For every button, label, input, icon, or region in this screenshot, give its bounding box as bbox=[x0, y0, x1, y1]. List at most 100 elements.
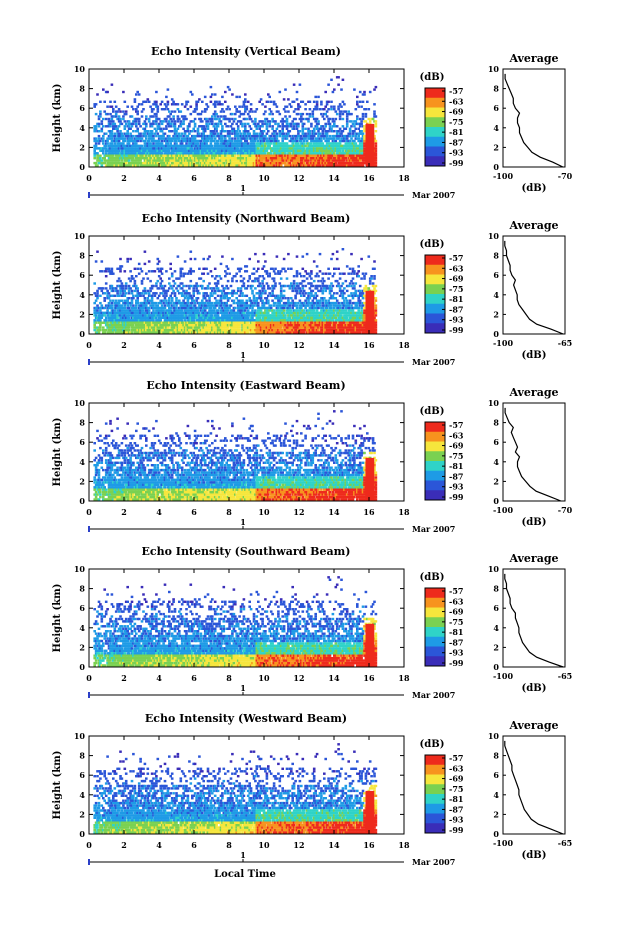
heatmap-cell bbox=[313, 130, 316, 132]
heatmap-cell bbox=[201, 110, 204, 112]
heatmap-cell bbox=[188, 287, 191, 289]
heatmap-cell bbox=[360, 123, 363, 125]
heatmap-cell bbox=[231, 280, 234, 282]
heatmap-cell bbox=[151, 133, 154, 135]
heatmap-cell bbox=[131, 300, 134, 302]
heatmap-cell bbox=[95, 300, 98, 302]
heatmap-cells bbox=[93, 76, 377, 167]
heatmap-cell bbox=[360, 120, 363, 122]
heatmap-cell bbox=[147, 130, 150, 132]
heatmap-cell bbox=[220, 297, 223, 299]
heatmap-cell bbox=[221, 96, 224, 98]
heatmap-cell bbox=[312, 115, 315, 117]
heatmap-cell bbox=[151, 295, 154, 297]
heatmap-cell bbox=[313, 135, 316, 137]
heatmap-cell bbox=[129, 270, 132, 272]
heatmap-cell bbox=[93, 150, 96, 152]
heatmap-cell bbox=[154, 133, 157, 135]
heatmap-cell bbox=[339, 142, 342, 144]
heatmap-cell bbox=[202, 273, 205, 275]
heatmap-cell bbox=[148, 120, 151, 122]
heatmap-cell bbox=[299, 106, 302, 108]
heatmap-cell bbox=[240, 120, 243, 122]
profile-frame bbox=[503, 69, 565, 167]
heatmap-cell bbox=[131, 115, 134, 117]
heatmap-cell bbox=[254, 140, 257, 142]
heatmap-cell bbox=[302, 101, 305, 103]
heatmap-cell bbox=[256, 157, 259, 159]
heatmap-cell bbox=[244, 93, 247, 95]
heatmap-cell bbox=[182, 128, 185, 130]
heatmap-cell bbox=[102, 88, 105, 90]
heatmap-cell bbox=[103, 307, 106, 309]
heatmap-cell bbox=[197, 128, 200, 130]
heatmap-cell bbox=[360, 106, 363, 108]
heatmap-cell bbox=[165, 106, 168, 108]
heatmap-cell bbox=[279, 113, 282, 115]
heatmap-cell bbox=[102, 287, 105, 289]
heatmap-cell bbox=[342, 150, 345, 152]
heatmap-cell bbox=[194, 125, 197, 127]
heatmap-cell bbox=[336, 125, 339, 127]
heatmap-cell bbox=[231, 113, 234, 115]
heatmap-cell bbox=[99, 295, 102, 297]
heatmap-cell bbox=[111, 106, 114, 108]
heatmap-cell bbox=[181, 133, 184, 135]
heatmap-cell bbox=[114, 142, 117, 144]
heatmap-cell bbox=[221, 137, 224, 139]
heatmap-cell bbox=[178, 118, 181, 120]
heatmap-cell bbox=[182, 290, 185, 292]
heatmap-cell bbox=[119, 280, 122, 282]
heatmap-cell bbox=[279, 130, 282, 132]
heatmap-cell bbox=[363, 125, 366, 127]
heatmap-cell bbox=[375, 157, 378, 159]
heatmap-cell bbox=[101, 164, 104, 166]
heatmap-cell bbox=[204, 297, 207, 299]
heatmap-cell bbox=[152, 309, 155, 311]
heatmap-cell bbox=[297, 108, 300, 110]
heatmap-cell bbox=[369, 91, 372, 93]
heatmap-cell bbox=[191, 297, 194, 299]
heatmap-cell bbox=[195, 103, 198, 105]
heatmap-cell bbox=[207, 106, 210, 108]
heatmap-cell bbox=[281, 118, 284, 120]
heatmap-cell bbox=[297, 113, 300, 115]
heatmap-cell bbox=[362, 118, 365, 120]
heatmap-cell bbox=[182, 295, 185, 297]
heatmap-cell bbox=[201, 120, 204, 122]
heatmap-cell bbox=[138, 93, 141, 95]
heatmap-cell bbox=[95, 260, 98, 262]
heatmap-cell bbox=[276, 137, 279, 139]
heatmap-cell bbox=[125, 110, 128, 112]
colorbar-tick-label: -63 bbox=[449, 96, 464, 106]
heatmap-cell bbox=[264, 120, 267, 122]
heatmap-cell bbox=[317, 96, 320, 98]
heatmap-cell bbox=[271, 118, 274, 120]
heatmap-cell bbox=[159, 282, 162, 284]
heatmap-cell bbox=[261, 125, 264, 127]
heatmap-cell bbox=[211, 137, 214, 139]
heatmap-cell bbox=[336, 133, 339, 135]
heatmap-cell bbox=[257, 123, 260, 125]
heatmap-cell bbox=[342, 118, 345, 120]
heatmap-cell bbox=[210, 307, 213, 309]
heatmap-cell bbox=[266, 133, 269, 135]
heatmap-cell bbox=[102, 135, 105, 137]
heatmap-cell bbox=[233, 128, 236, 130]
heatmap-cell bbox=[352, 133, 355, 135]
heatmap-cell bbox=[169, 142, 172, 144]
heatmap-cell bbox=[317, 135, 320, 137]
heatmap-cell bbox=[111, 133, 114, 135]
heatmap-cell bbox=[168, 304, 171, 306]
heatmap-cell bbox=[363, 93, 366, 95]
heatmap-cell bbox=[144, 263, 147, 265]
heatmap-cell bbox=[240, 268, 243, 270]
heatmap-cell bbox=[106, 322, 109, 324]
heatmap-cell bbox=[167, 108, 170, 110]
colorbar-segment bbox=[425, 156, 445, 166]
heatmap-cell bbox=[121, 265, 124, 267]
heatmap-cell bbox=[197, 162, 200, 164]
heatmap-cell bbox=[132, 304, 135, 306]
heatmap-cell bbox=[228, 130, 231, 132]
heatmap-cell bbox=[135, 304, 138, 306]
